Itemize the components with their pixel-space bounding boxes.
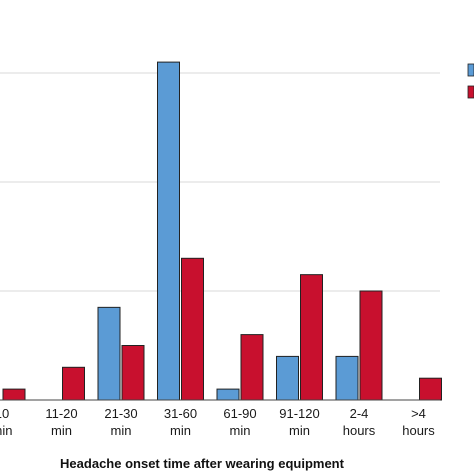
x-tick-labels: 10 min 11-20 min 21-30 min 31-60 min 61-90 min 91-…: [0, 406, 435, 438]
x-tick-label-7-line1: hours: [402, 423, 435, 438]
gridlines: [0, 72, 440, 292]
x-tick-label-7-line0: >4: [411, 406, 426, 421]
x-tick-label-1-line0: 11-20: [45, 406, 77, 421]
x-tick-label-5-line1: min: [289, 423, 310, 438]
legend: [467, 63, 474, 99]
bar-series0-cat5: [276, 355, 299, 401]
bar-series0-cat6: [335, 355, 359, 401]
x-tick-label-5-line0: 91-120: [279, 406, 319, 421]
bar-series1-cat4: [240, 334, 264, 401]
x-tick-label-0-line1: min: [0, 423, 12, 438]
legend-swatch-1: [467, 85, 474, 99]
x-tick-label-0-line0: 10: [0, 406, 9, 421]
bars: [2, 61, 442, 401]
x-tick-label-2-line1: min: [111, 423, 132, 438]
bar-series0-cat4: [216, 388, 240, 401]
legend-swatch-0: [467, 63, 474, 77]
x-axis-title: Headache onset time after wearing equipm…: [60, 456, 345, 471]
x-tick-label-4-line0: 61-90: [223, 406, 256, 421]
x-tick-label-1-line1: min: [51, 423, 72, 438]
bar-series0-cat3: [157, 61, 180, 401]
x-tick-label-6-line1: hours: [343, 423, 376, 438]
bar-series1-cat7: [419, 377, 442, 401]
bar-series1-cat2: [121, 345, 145, 401]
x-tick-label-6-line0: 2-4: [350, 406, 369, 421]
bar-series0-cat2: [97, 306, 121, 401]
bar-series1-cat0: [2, 388, 26, 401]
x-tick-label-2-line0: 21-30: [104, 406, 137, 421]
bar-series1-cat5: [300, 274, 323, 401]
bar-series1-cat3: [181, 257, 204, 401]
bar-series1-cat1: [62, 366, 85, 401]
bar-series1-cat6: [359, 290, 383, 401]
x-tick-label-3-line0: 31-60: [164, 406, 197, 421]
x-tick-label-3-line1: min: [170, 423, 191, 438]
x-tick-label-4-line1: min: [230, 423, 251, 438]
